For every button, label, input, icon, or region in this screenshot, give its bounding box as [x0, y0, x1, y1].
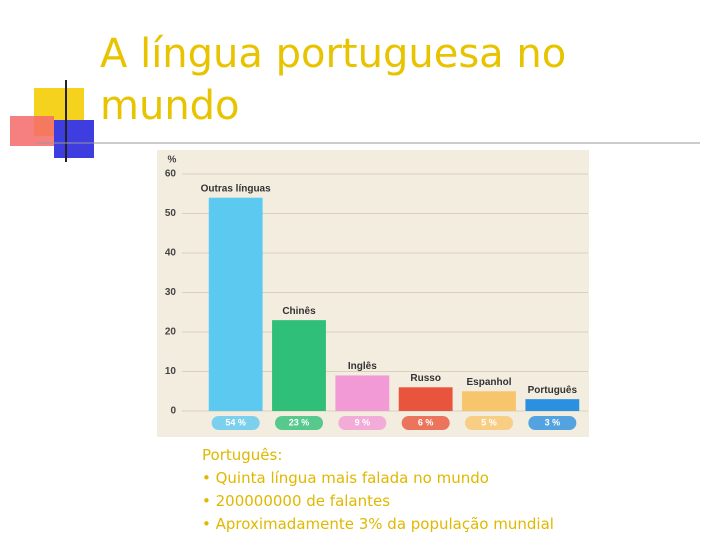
- note-line: • Aproximadamente 3% da população mundia…: [202, 515, 554, 533]
- note-line: • 200000000 de falantes: [202, 492, 391, 510]
- bar: [335, 375, 390, 411]
- deco-square: [10, 116, 54, 146]
- value-pill: [401, 416, 450, 430]
- bar: [272, 320, 326, 411]
- bar: [398, 387, 453, 411]
- value-pill: [528, 416, 577, 430]
- value-pill: [275, 416, 323, 430]
- y-tick-label: 0: [170, 406, 176, 417]
- note-line: Português:: [202, 446, 283, 464]
- y-tick-label: 20: [165, 327, 177, 338]
- y-tick-label: 10: [165, 366, 177, 377]
- y-axis-label: %: [168, 155, 177, 166]
- value-label: 6 %: [418, 417, 434, 427]
- notes: Português: • Quinta língua mais falada n…: [202, 444, 554, 536]
- value-label: 54 %: [225, 417, 246, 427]
- value-pill: [465, 416, 513, 430]
- value-label: 3 %: [545, 417, 561, 427]
- y-tick-label: 50: [165, 208, 177, 219]
- y-tick-label: 60: [165, 169, 177, 180]
- y-tick-label: 40: [165, 248, 177, 259]
- slide-title: A língua portuguesa no mundo: [100, 31, 567, 129]
- value-label: 9 %: [355, 417, 371, 427]
- category-label: Português: [528, 385, 578, 396]
- bar: [525, 399, 580, 411]
- bar: [462, 391, 516, 411]
- value-pill: [211, 416, 260, 430]
- value-label: 23 %: [289, 417, 310, 427]
- value-label: 5 %: [481, 417, 497, 427]
- category-label: Chinês: [282, 306, 316, 317]
- note-line: • Quinta língua mais falada no mundo: [202, 469, 489, 487]
- deco-square: [54, 120, 94, 158]
- bar: [208, 197, 263, 411]
- category-label: Russo: [410, 373, 441, 384]
- category-label: Outras línguas: [201, 183, 271, 194]
- y-tick-label: 30: [165, 287, 177, 298]
- value-pill: [338, 416, 387, 430]
- category-label: Inglês: [348, 361, 377, 372]
- category-label: Espanhol: [466, 377, 511, 388]
